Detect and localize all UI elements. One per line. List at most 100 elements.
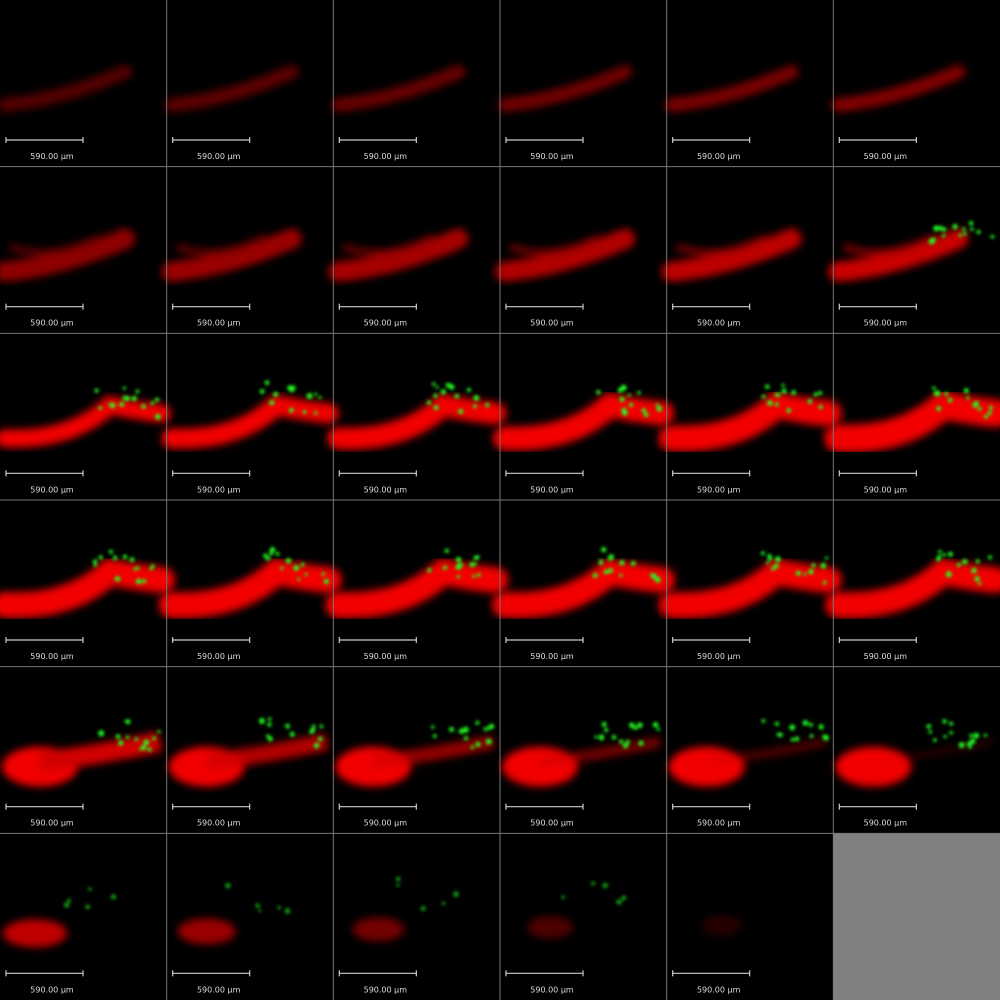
green-speck <box>561 895 565 900</box>
panel: 590.00 µm <box>664 65 799 161</box>
green-speck <box>932 386 936 390</box>
panel: 590.00 µm <box>0 65 132 161</box>
green-speck <box>656 727 661 731</box>
green-specks <box>92 549 155 585</box>
green-speck <box>157 730 161 734</box>
red-blob <box>527 916 573 939</box>
panel: 590.00 µm <box>168 717 329 828</box>
green-speck <box>622 743 629 749</box>
fluorescence <box>527 916 573 939</box>
green-speck <box>633 725 638 731</box>
green-speck <box>150 564 155 569</box>
green-specks <box>561 881 627 905</box>
green-speck <box>791 725 795 729</box>
red-band <box>831 65 966 112</box>
green-specks <box>594 721 661 749</box>
green-speck <box>603 569 609 575</box>
green-speck <box>396 883 400 887</box>
red-band <box>0 395 171 448</box>
green-speck <box>592 572 598 578</box>
green-speck <box>441 901 446 906</box>
green-speck <box>949 721 954 726</box>
green-speck <box>124 719 129 723</box>
green-speck <box>255 903 261 909</box>
green-speck <box>258 718 265 724</box>
fluorescence <box>492 557 675 619</box>
fluorescence <box>177 918 236 945</box>
green-speck <box>809 734 814 738</box>
green-speck <box>85 904 91 910</box>
green-speck <box>475 720 480 725</box>
red-band <box>658 557 842 619</box>
scale-label: 590.00 µm <box>30 819 74 828</box>
panel: 590.00 µm <box>495 228 635 328</box>
scale-label: 590.00 µm <box>364 485 408 494</box>
panel: 590.00 µm <box>327 382 507 494</box>
green-speck <box>118 740 124 746</box>
scale-label: 590.00 µm <box>30 319 74 328</box>
green-specks <box>431 720 495 750</box>
green-speck <box>813 392 818 397</box>
green-speck <box>820 562 827 569</box>
green-speck <box>945 571 952 578</box>
green-speck <box>791 390 797 396</box>
green-speck <box>621 407 627 413</box>
scale-label: 590.00 µm <box>697 319 741 328</box>
fluorescence <box>668 737 828 787</box>
fluorescence <box>828 228 969 282</box>
green-speck <box>469 561 475 568</box>
green-speck <box>94 388 99 393</box>
green-speck <box>962 232 967 236</box>
green-speck <box>970 227 974 231</box>
green-speck <box>125 735 130 739</box>
green-speck <box>657 407 662 412</box>
green-speck <box>987 410 992 416</box>
green-speck <box>627 393 631 397</box>
green-specks <box>928 220 995 245</box>
green-speck <box>136 566 140 570</box>
scale-label: 590.00 µm <box>197 485 241 494</box>
green-speck <box>944 391 949 396</box>
green-speck <box>267 717 272 721</box>
green-specks <box>926 719 988 749</box>
green-speck <box>608 568 614 574</box>
green-specks <box>63 887 117 910</box>
red-band <box>873 739 994 765</box>
green-speck <box>444 548 449 553</box>
green-speck <box>463 726 468 731</box>
scale-label: 590.00 µm <box>697 485 741 494</box>
green-speck <box>988 555 993 560</box>
green-speck <box>135 578 142 585</box>
green-speck <box>774 392 778 396</box>
green-speck <box>934 390 941 397</box>
green-speck <box>591 881 596 886</box>
green-speck <box>952 223 958 230</box>
green-speck <box>267 736 273 742</box>
green-speck <box>643 412 649 417</box>
green-speck <box>966 396 970 400</box>
green-speck <box>141 579 147 584</box>
panel: 590.00 µm <box>492 547 675 661</box>
green-speck <box>963 388 969 394</box>
green-speck <box>617 387 623 393</box>
green-speck <box>608 554 615 561</box>
panel: 590.00 µm <box>331 65 466 161</box>
green-speck <box>112 555 118 561</box>
green-speck <box>449 726 454 732</box>
green-specks <box>761 383 823 413</box>
green-speck <box>802 720 809 726</box>
scale-label: 590.00 µm <box>864 152 908 161</box>
panel: 590.00 µm <box>328 228 469 328</box>
green-speck <box>773 563 779 569</box>
green-speck <box>473 404 477 409</box>
red-blob <box>3 919 67 948</box>
green-speck <box>426 400 432 405</box>
green-speck <box>456 575 460 579</box>
green-speck <box>947 397 953 403</box>
scale-label: 590.00 µm <box>697 652 741 661</box>
green-speck <box>150 401 155 405</box>
green-speck <box>488 723 495 730</box>
red-band <box>842 233 935 256</box>
scale-label: 590.00 µm <box>364 985 408 994</box>
green-speck <box>781 383 785 387</box>
